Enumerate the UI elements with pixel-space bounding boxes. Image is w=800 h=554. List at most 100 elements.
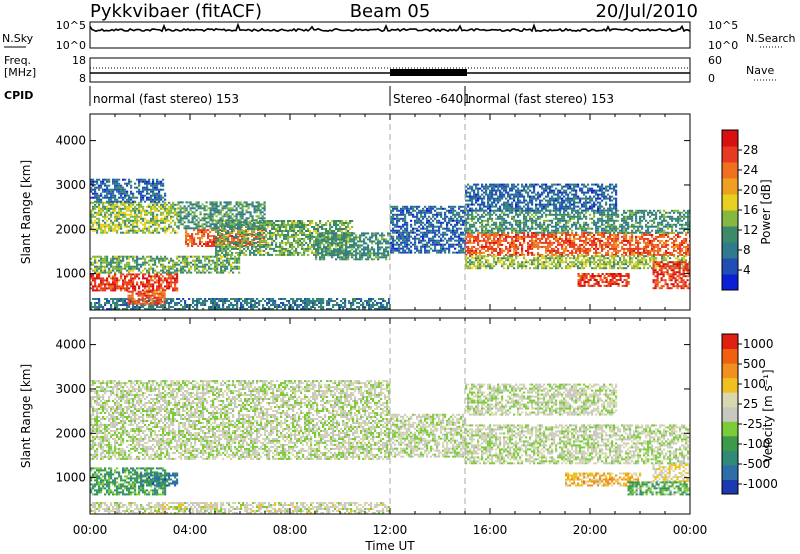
heatmap-cell [265, 251, 268, 254]
heatmap-cell [132, 283, 135, 286]
heatmap-cell [296, 298, 299, 300]
heatmap-cell [432, 213, 435, 216]
heatmap-cell [396, 215, 399, 218]
heatmap-cell [134, 209, 137, 212]
heatmap-cell [321, 228, 324, 230]
heatmap-cell [154, 188, 157, 191]
heatmap-cell [152, 263, 155, 266]
heatmap-cell [104, 188, 107, 191]
heatmap-cell [387, 234, 390, 237]
heatmap-cell [176, 275, 179, 278]
heatmap-cell [98, 184, 101, 187]
heatmap-cell [491, 247, 494, 250]
heatmap-cell [317, 248, 320, 251]
heatmap-cell [232, 261, 235, 264]
heatmap-cell [233, 241, 236, 244]
heatmap-cell [545, 251, 548, 254]
heatmap-cell [100, 227, 103, 230]
heatmap-cell [162, 263, 165, 266]
heatmap-cell [390, 249, 393, 252]
heatmap-cell [162, 221, 165, 224]
heatmap-cell [218, 300, 221, 302]
heatmap-cell [122, 283, 125, 286]
heatmap-cell [450, 235, 453, 238]
heatmap-cell [209, 225, 212, 228]
heatmap-cell [124, 207, 127, 210]
heatmap-cell [209, 245, 212, 247]
heatmap-cell [583, 241, 586, 244]
heatmap-cell [410, 225, 413, 228]
heatmap-cell [142, 300, 145, 302]
heatmap-cell [230, 267, 233, 270]
heatmap-cell [379, 252, 382, 255]
heatmap-cell [247, 239, 250, 242]
heatmap-cell [140, 192, 143, 195]
heatmap-cell [448, 245, 451, 248]
heatmap-cell [307, 235, 310, 238]
heatmap-cell [128, 217, 131, 220]
heatmap-cell [367, 232, 370, 235]
heatmap-cell [229, 225, 232, 228]
heatmap-cell [341, 228, 344, 230]
heatmap-cell [181, 211, 184, 214]
heatmap-cell [214, 304, 217, 306]
heatmap-cell [227, 230, 230, 232]
heatmap-cell [128, 200, 131, 203]
heatmap-cell [152, 207, 155, 210]
heatmap-cell [263, 237, 266, 240]
heatmap-cell [430, 207, 433, 210]
heatmap-cell [434, 243, 437, 246]
heatmap-cell [94, 200, 97, 203]
heatmap-cell [549, 249, 552, 252]
heatmap-cell [567, 253, 570, 256]
heatmap-cell [374, 300, 377, 302]
heatmap-cell [213, 235, 216, 238]
heatmap-cell [136, 308, 139, 310]
heatmap-cell [120, 271, 123, 274]
heatmap-cell [221, 247, 224, 250]
heatmap-cell [444, 215, 447, 218]
heatmap-cell [205, 223, 208, 226]
heatmap-cell [217, 239, 220, 242]
heatmap-cell [207, 217, 210, 220]
heatmap-cell [154, 229, 157, 232]
heatmap-cell [265, 230, 268, 232]
heatmap-cell [271, 220, 274, 222]
heatmap-cell [96, 194, 99, 197]
heatmap-cell [193, 237, 196, 240]
heatmap-cell [337, 250, 340, 253]
heatmap-cell [351, 256, 354, 259]
heatmap-cell [428, 205, 431, 208]
heatmap-cell [285, 241, 288, 244]
heatmap-cell [229, 233, 232, 236]
heatmap-cell [256, 298, 259, 300]
heatmap-cell [100, 198, 103, 201]
heatmap-cell [176, 211, 179, 214]
heatmap-cell [344, 304, 347, 306]
heatmap-cell [156, 255, 159, 258]
heatmap-cell [460, 209, 463, 212]
heatmap-cell [418, 211, 421, 214]
heatmap-cell [261, 203, 264, 206]
heatmap-cell [229, 220, 232, 222]
heatmap-cell [282, 308, 285, 310]
heatmap-cell [377, 244, 380, 247]
heatmap-cell [265, 247, 268, 250]
heatmap-cell [146, 192, 149, 195]
heatmap-cell [184, 302, 187, 304]
heatmap-cell [253, 219, 256, 222]
heatmap-cell [569, 235, 572, 238]
heatmap-cell [130, 184, 133, 187]
heatmap-cell [328, 302, 331, 304]
heatmap-cell [301, 243, 304, 246]
heatmap-cell [162, 269, 165, 272]
heatmap-cell [383, 256, 386, 259]
heatmap-cell [369, 250, 372, 253]
heatmap-cell [90, 213, 93, 216]
heatmap-cell [289, 226, 292, 228]
heatmap-cell [301, 237, 304, 240]
heatmap-cell [344, 302, 347, 304]
heatmap-cell [543, 235, 546, 238]
heatmap-cell [185, 229, 188, 232]
heatmap-cell [112, 194, 115, 197]
